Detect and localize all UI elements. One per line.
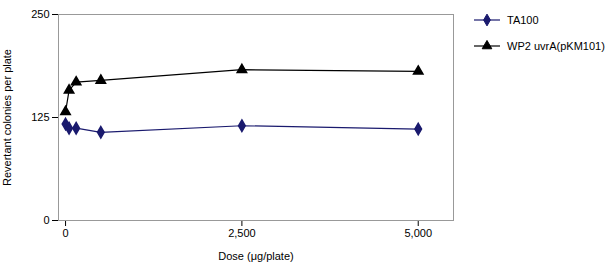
- svg-text:0: 0: [62, 227, 68, 239]
- svg-text:0: 0: [43, 214, 49, 226]
- svg-text:5,000: 5,000: [404, 227, 432, 239]
- html-text:TA100: TA100: [507, 14, 539, 26]
- svg-text:250: 250: [31, 8, 49, 20]
- svg-text:2,500: 2,500: [228, 227, 256, 239]
- svg-text:Dose (μg/plate): Dose (μg/plate): [218, 250, 293, 262]
- svg-text:125: 125: [31, 111, 49, 123]
- html-text:WP2 uvrA(pKM101): WP2 uvrA(pKM101): [507, 40, 605, 52]
- svg-text:Revertant colonies per plate: Revertant colonies per plate: [1, 49, 13, 186]
